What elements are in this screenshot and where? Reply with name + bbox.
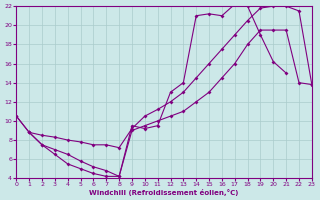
X-axis label: Windchill (Refroidissement éolien,°C): Windchill (Refroidissement éolien,°C) <box>89 189 239 196</box>
